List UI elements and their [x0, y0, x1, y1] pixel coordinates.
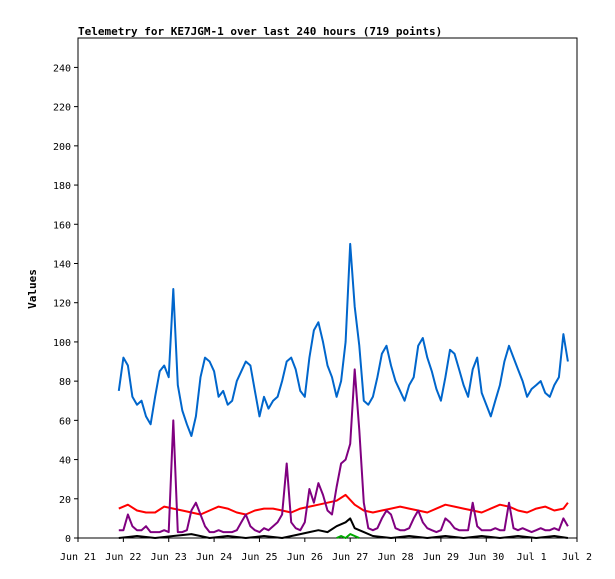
- plot-area: [77, 37, 578, 539]
- y-tick-label: 220: [53, 103, 71, 114]
- y-tick-label: 160: [53, 220, 71, 231]
- y-tick-label: 140: [53, 259, 71, 270]
- x-tick-label: Jun 28: [377, 552, 413, 563]
- x-tick-label: Jun 21: [60, 552, 96, 563]
- series-line-1: [117, 242, 569, 437]
- y-tick-label: 240: [53, 63, 71, 74]
- y-tick-label: 120: [53, 299, 71, 310]
- y-axis-label: Values: [26, 269, 39, 309]
- x-tick-label: Jun 23: [151, 552, 187, 563]
- y-tick-label: 0: [65, 534, 71, 545]
- series-line-4: [118, 517, 569, 539]
- series-line-2: [118, 493, 569, 516]
- y-tick-label: 20: [59, 495, 71, 506]
- y-tick-label: 80: [59, 377, 71, 388]
- y-axis: 0 20 40 60 80 100 120 140 160 180 200 220 240: [53, 63, 78, 545]
- y-tick-label: 40: [59, 456, 71, 467]
- x-axis: Jun 21 Jun 22 Jun 23 Jun 24 Jun 25 Jun 26 Jun …: [60, 538, 592, 563]
- chart-title: Telemetry for KE7JGM-1 over last 240 hou…: [78, 25, 442, 38]
- data-series: [117, 242, 569, 539]
- x-tick-label: Jun 25: [241, 552, 277, 563]
- y-tick-label: 60: [59, 416, 71, 427]
- series-line-5: [336, 533, 360, 539]
- x-tick-label: Jul 2: [562, 552, 592, 563]
- x-tick-label: Jun 30: [468, 552, 504, 563]
- x-tick-label: Jun 22: [105, 552, 141, 563]
- x-tick-label: Jun 26: [287, 552, 323, 563]
- x-tick-label: Jun 27: [332, 552, 368, 563]
- x-tick-label: Jul 1: [517, 552, 547, 563]
- x-tick-label: Jun 29: [423, 552, 459, 563]
- x-tick-label: Jun 24: [196, 552, 232, 563]
- series-line-3: [118, 368, 569, 534]
- y-tick-label: 180: [53, 181, 71, 192]
- y-tick-label: 200: [53, 142, 71, 153]
- y-tick-label: 100: [53, 338, 71, 349]
